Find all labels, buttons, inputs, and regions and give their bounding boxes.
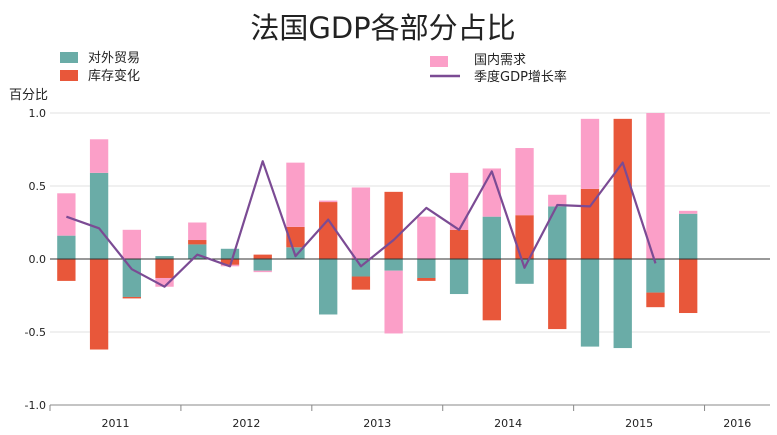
legend-swatch-trade <box>60 52 78 63</box>
bar-inventory <box>613 118 632 259</box>
bar-trade <box>89 172 109 259</box>
y-tick-labels: 1.0 0.5 0.0 -0.5 -1.0 <box>25 107 46 412</box>
bar-trade <box>122 259 141 297</box>
bar-inventory <box>515 215 534 259</box>
bar-inventory <box>417 277 436 281</box>
bar-domestic <box>155 277 174 287</box>
bar-trade <box>482 216 501 259</box>
gdp-growth-line <box>66 160 657 288</box>
bar-trade <box>580 259 600 347</box>
bar-inventory <box>57 259 76 281</box>
bar-inventory <box>253 254 272 259</box>
bar-trade <box>449 259 469 295</box>
bar-domestic <box>122 229 141 259</box>
bar-inventory <box>384 191 403 259</box>
bar-domestic <box>351 187 371 259</box>
bar-trade <box>57 235 76 259</box>
gdp-line-group <box>66 160 657 288</box>
bar-domestic <box>286 162 305 227</box>
x-tick-label: 2015 <box>625 417 653 430</box>
bar-inventory <box>122 296 141 299</box>
bar-inventory <box>188 240 207 245</box>
bar-domestic <box>646 113 665 259</box>
bar-trade <box>515 259 534 284</box>
bar-trade <box>220 248 240 259</box>
bar-inventory <box>319 202 338 259</box>
bar-inventory <box>679 259 698 314</box>
y-tick-label: 1.0 <box>29 107 47 120</box>
y-tick-label: 0.5 <box>29 180 47 193</box>
bar-inventory <box>220 259 240 265</box>
x-tick-label: 2013 <box>363 417 391 430</box>
bar-domestic <box>89 139 109 173</box>
bar-domestic <box>515 148 534 216</box>
legend-label-trade: 对外贸易 <box>88 51 140 66</box>
y-tick-label: -0.5 <box>25 326 46 339</box>
bar-domestic <box>548 194 567 207</box>
y-tick-label: -1.0 <box>25 399 46 412</box>
bar-domestic <box>319 200 338 203</box>
x-axis: 2011 2012 2013 2014 2015 2016 <box>49 404 770 430</box>
chart-title: 法国GDP各部分占比 <box>250 11 515 45</box>
bar-domestic <box>57 193 76 236</box>
bar-trade <box>613 259 632 349</box>
bar-domestic <box>188 222 207 241</box>
bar-trade <box>417 259 436 278</box>
bar-trade <box>155 256 174 259</box>
bar-domestic <box>253 270 272 273</box>
legend-swatch-domestic <box>430 56 448 67</box>
bar-domestic <box>679 210 698 214</box>
legend-label-inventory: 库存变化 <box>88 68 140 84</box>
x-tick-label: 2016 <box>723 417 751 430</box>
bar-domestic <box>580 118 600 189</box>
bar-trade <box>319 259 338 315</box>
bar-trade <box>548 206 567 259</box>
legend-label-domestic: 国内需求 <box>474 52 526 68</box>
bar-trade <box>646 259 665 293</box>
bar-inventory <box>646 292 665 308</box>
bar-domestic <box>417 216 436 259</box>
bar-inventory <box>89 259 109 350</box>
legend: 对外贸易 库存变化 国内需求 季度GDP增长率 <box>60 51 567 85</box>
bar-inventory <box>449 229 469 259</box>
bar-inventory <box>548 259 567 330</box>
bar-domestic <box>449 172 469 230</box>
bar-trade <box>679 213 698 259</box>
x-tick-label: 2012 <box>232 417 260 430</box>
bar-trade <box>253 259 272 271</box>
bar-inventory <box>155 259 174 278</box>
bars <box>57 113 698 350</box>
bar-inventory <box>351 276 371 290</box>
x-tick-label: 2014 <box>494 417 522 430</box>
legend-label-gdp: 季度GDP增长率 <box>474 69 567 85</box>
y-axis-label: 百分比 <box>9 88 48 103</box>
x-tick-label: 2011 <box>101 417 129 430</box>
bar-inventory <box>482 259 501 321</box>
legend-swatch-inventory <box>60 70 78 81</box>
bar-trade <box>384 259 403 271</box>
y-tick-label: 0.0 <box>29 253 47 266</box>
bar-domestic <box>384 270 403 334</box>
